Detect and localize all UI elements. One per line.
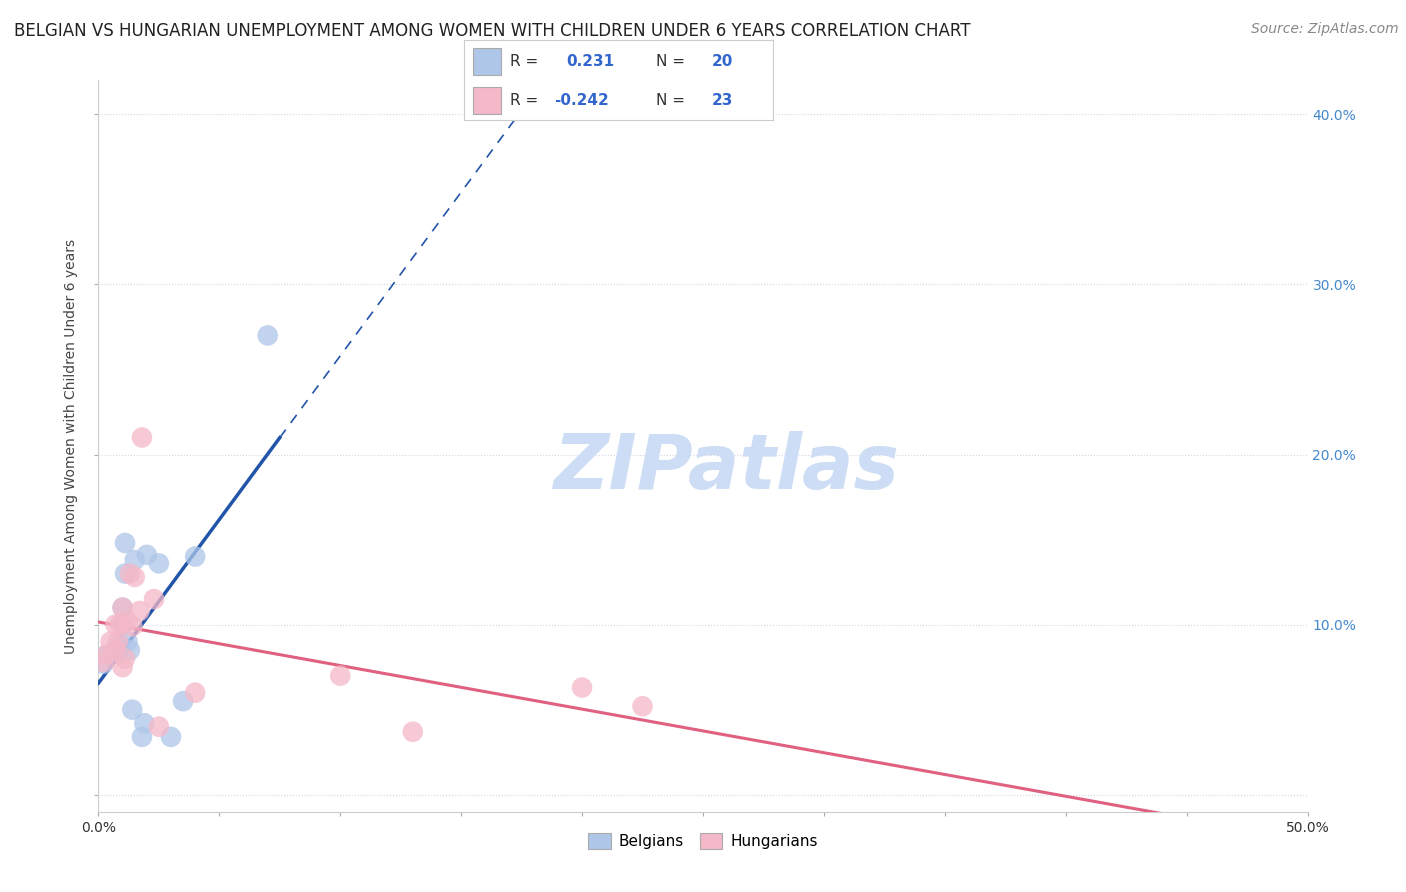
Point bbox=[118, 643, 141, 657]
Point bbox=[134, 716, 156, 731]
Point bbox=[107, 647, 129, 661]
Point bbox=[104, 643, 127, 657]
Y-axis label: Unemployment Among Women with Children Under 6 years: Unemployment Among Women with Children U… bbox=[65, 238, 79, 654]
Point bbox=[121, 619, 143, 633]
FancyBboxPatch shape bbox=[474, 48, 501, 76]
Point bbox=[184, 686, 207, 700]
Point bbox=[148, 720, 170, 734]
Point bbox=[172, 694, 194, 708]
Text: -0.242: -0.242 bbox=[554, 93, 609, 108]
Point bbox=[131, 730, 153, 744]
Text: ZIPatlas: ZIPatlas bbox=[554, 431, 900, 505]
FancyBboxPatch shape bbox=[474, 87, 501, 114]
Point bbox=[114, 536, 136, 550]
Point bbox=[631, 699, 654, 714]
Point bbox=[329, 668, 352, 682]
Point bbox=[124, 570, 146, 584]
Point bbox=[100, 634, 122, 648]
Text: Source: ZipAtlas.com: Source: ZipAtlas.com bbox=[1251, 22, 1399, 37]
Point bbox=[114, 566, 136, 581]
Point bbox=[117, 634, 139, 648]
Text: 20: 20 bbox=[711, 54, 733, 70]
Point bbox=[148, 557, 170, 571]
Text: 0.231: 0.231 bbox=[567, 54, 614, 70]
Point bbox=[124, 553, 146, 567]
Point bbox=[118, 566, 141, 581]
Point bbox=[111, 617, 134, 632]
Point bbox=[117, 614, 139, 628]
Text: R =: R = bbox=[510, 93, 538, 108]
Point bbox=[135, 548, 157, 562]
Point bbox=[131, 430, 153, 444]
Text: BELGIAN VS HUNGARIAN UNEMPLOYMENT AMONG WOMEN WITH CHILDREN UNDER 6 YEARS CORREL: BELGIAN VS HUNGARIAN UNEMPLOYMENT AMONG … bbox=[14, 22, 970, 40]
Point bbox=[94, 648, 117, 663]
Point bbox=[256, 328, 278, 343]
Point bbox=[128, 604, 150, 618]
Point bbox=[111, 600, 134, 615]
Point bbox=[160, 730, 183, 744]
Point bbox=[114, 651, 136, 665]
Point bbox=[184, 549, 207, 564]
Point bbox=[571, 681, 593, 695]
Point bbox=[143, 592, 166, 607]
Point bbox=[91, 657, 114, 671]
Text: N =: N = bbox=[655, 54, 685, 70]
Point bbox=[94, 648, 117, 663]
Text: R =: R = bbox=[510, 54, 538, 70]
Point bbox=[107, 634, 129, 648]
Point bbox=[104, 617, 127, 632]
Point bbox=[108, 638, 131, 652]
Point bbox=[108, 617, 131, 632]
Text: 23: 23 bbox=[711, 93, 733, 108]
Point bbox=[111, 660, 134, 674]
Text: N =: N = bbox=[655, 93, 685, 108]
Point bbox=[121, 703, 143, 717]
Legend: Belgians, Hungarians: Belgians, Hungarians bbox=[582, 827, 824, 855]
Point bbox=[111, 600, 134, 615]
Point bbox=[402, 724, 425, 739]
Point bbox=[91, 655, 114, 669]
